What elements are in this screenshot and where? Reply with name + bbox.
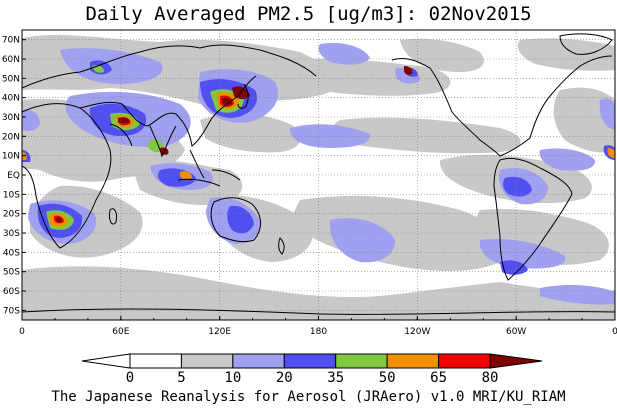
lat-tick-label: 30N	[2, 113, 20, 123]
colorbar-label: 35	[327, 370, 344, 386]
lat-tick-label: 10S	[3, 190, 20, 200]
colorbar-label: 10	[224, 370, 241, 386]
colorbar-label: 5	[177, 370, 185, 386]
colorbar-label: 80	[482, 370, 499, 386]
colorbar-arrow-high	[489, 353, 543, 369]
lat-tick-label: 40S	[3, 248, 20, 258]
lat-tick-label: 70N	[2, 36, 20, 46]
lat-tick-label: 10N	[2, 152, 20, 162]
lon-tick-label: 0	[19, 327, 25, 337]
colorbar: 0 5 10 20 35 50 65 80	[81, 353, 543, 386]
lat-tick-label: 70S	[3, 306, 20, 316]
lat-tick-label: 20S	[3, 210, 20, 220]
colorbar-arrow-low	[81, 353, 131, 369]
colorbar-box	[438, 353, 491, 369]
lat-tick-label: 40N	[2, 94, 20, 104]
colorbar-label: 0	[126, 370, 134, 386]
colorbar-label: 20	[276, 370, 293, 386]
lon-tick-label: 0	[612, 327, 617, 337]
lat-tick-label: 60S	[3, 287, 20, 297]
graticule	[22, 30, 615, 320]
colorbar-box	[335, 353, 388, 369]
lat-tick-label: 50S	[3, 268, 20, 278]
lat-tick-label: 50N	[2, 74, 20, 84]
longitude-axis: 0 60E 120E 180 120W 60W 0	[19, 316, 617, 337]
lat-tick-label: 60N	[2, 55, 20, 65]
colorbar-label: 65	[430, 370, 447, 386]
lat-tick-label: EQ	[7, 171, 20, 181]
colorbar-box	[180, 353, 234, 369]
lon-tick-label: 180	[310, 327, 327, 337]
colorbar-box	[129, 353, 182, 369]
map-title: Daily Averaged PM2.5 [ug/m3]: 02Nov2015	[85, 3, 532, 25]
footer-credit: The Japanese Reanalysis for Aerosol (JRA…	[51, 389, 566, 405]
lon-tick-label: 120W	[404, 327, 430, 337]
colorbar-box	[232, 353, 285, 369]
concentration-field	[22, 30, 615, 320]
coastlines	[22, 33, 615, 315]
colorbar-box	[283, 353, 337, 369]
colorbar-label: 50	[379, 370, 396, 386]
lon-tick-label: 60W	[506, 327, 526, 337]
lat-tick-label: 20N	[2, 132, 20, 142]
colorbar-box	[386, 353, 440, 369]
lon-tick-label: 60E	[112, 327, 129, 337]
lat-tick-label: 30S	[3, 229, 20, 239]
lon-tick-label: 120E	[208, 327, 231, 337]
latitude-axis: 70N 60N 50N 40N 30N 20N 10N EQ 10S 20S 30S 40S 50S 60…	[2, 36, 26, 316]
